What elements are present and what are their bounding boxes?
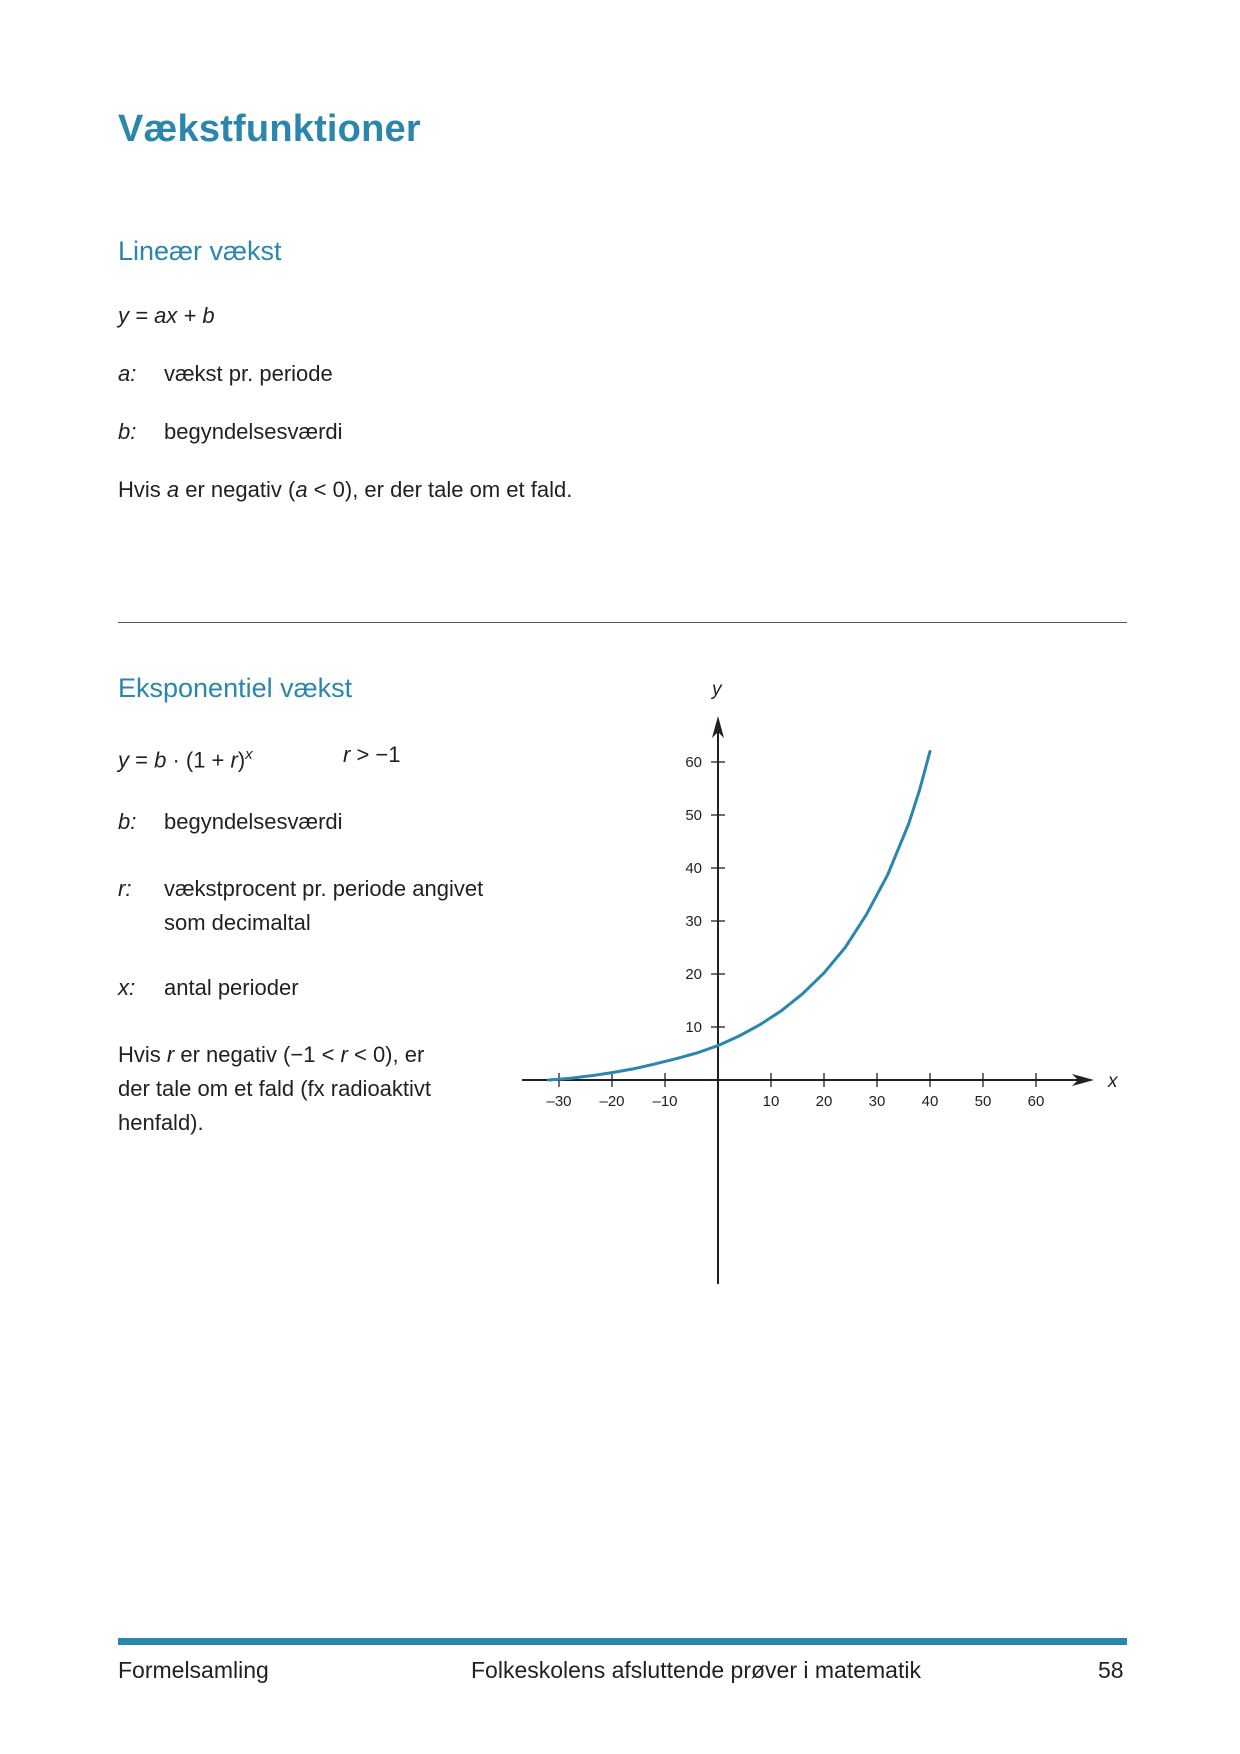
x-tick-label: –30 — [546, 1093, 571, 1110]
x-tick-label: 50 — [975, 1093, 992, 1110]
def-desc-line1: vækstprocent pr. periode angivet — [164, 876, 484, 901]
x-tick-label: 20 — [816, 1093, 833, 1110]
note-line: der tale om et fald (fx radioaktivt — [118, 1076, 432, 1101]
def-desc: vækst pr. periode — [164, 361, 333, 386]
footer-left: Formelsamling — [118, 1657, 269, 1683]
x-tick-label: 10 — [763, 1093, 780, 1110]
section-divider — [118, 622, 1127, 623]
note-text: Hvis — [118, 1042, 167, 1067]
def-term: r: — [118, 876, 132, 901]
x-tick-label: –10 — [652, 1093, 677, 1110]
y-tick-label: 20 — [685, 966, 702, 983]
def-desc: begyndelsesværdi — [164, 419, 343, 444]
footer-bar — [118, 1638, 1127, 1645]
note-var: r — [166, 1042, 175, 1067]
y-axis-label: y — [710, 679, 723, 700]
def-desc: antal perioder — [164, 975, 299, 1000]
x-tick-label: 60 — [1028, 1093, 1045, 1110]
y-tick-label: 40 — [685, 860, 702, 877]
y-axis-arrow — [712, 716, 724, 738]
note-var: a — [295, 477, 308, 502]
note-line: henfald). — [118, 1110, 204, 1135]
formula-text: ) — [237, 747, 246, 773]
exponential-condition: r > −1 — [343, 738, 400, 772]
def-term: b: — [118, 809, 137, 834]
x-tick-label: –20 — [599, 1093, 624, 1110]
note-text: < 0), er — [347, 1042, 425, 1067]
def-term: b: — [118, 419, 137, 444]
def-term: a: — [118, 361, 137, 386]
x-axis-label: x — [1107, 1071, 1119, 1092]
y-tick-label: 10 — [685, 1019, 702, 1036]
note-text: er negativ (−1 < — [174, 1042, 341, 1067]
exponential-curve — [546, 749, 932, 1082]
linear-formula-text: y = ax + b — [118, 303, 215, 328]
def-term: x: — [118, 975, 136, 1000]
exponential-formula: y = b · (1 + r)x — [118, 738, 253, 777]
x-tick-label: 30 — [869, 1093, 886, 1110]
page-title: Vækstfunktioner — [118, 108, 421, 150]
def-desc-line2: som decimaltal — [164, 910, 311, 935]
y-tick-label: 60 — [685, 754, 702, 771]
formula-var: r — [230, 747, 238, 773]
formula-var: y — [118, 747, 129, 773]
y-tick-label: 30 — [685, 913, 702, 930]
linear-heading: Lineær vækst — [118, 236, 282, 266]
formula-text: = — [129, 747, 155, 773]
condition-text: > −1 — [350, 742, 401, 767]
exponential-note: Hvis r er negativ (−1 < r < 0), er der t… — [118, 1038, 431, 1140]
formula-exponent: x — [245, 746, 253, 763]
def-desc: begyndelsesværdi — [164, 809, 343, 834]
formula-text: · (1 + — [166, 747, 231, 773]
footer-page-number: 58 — [1098, 1657, 1124, 1683]
note-var: a — [166, 477, 180, 502]
note-text: er negativ ( — [179, 477, 296, 502]
formula-var: b — [154, 747, 167, 773]
linear-note: Hvis a er negativ (a < 0), er der tale o… — [118, 473, 572, 507]
x-tick-label: 40 — [922, 1093, 939, 1110]
y-tick-label: 50 — [685, 807, 702, 824]
exponential-graph: x y –30 –20 –10 10 20 30 40 50 60 10 20 30 40 50 60 — [522, 679, 1119, 1284]
note-text: Hvis — [118, 477, 167, 502]
x-axis-arrow — [1072, 1074, 1094, 1086]
note-line: Hvis r er negativ (−1 < r < 0), er — [118, 1038, 431, 1072]
note-text: < 0), er der tale om et fald. — [307, 477, 573, 502]
linear-formula: y = ax + b — [118, 299, 215, 333]
condition-var: r — [343, 742, 351, 767]
exponential-heading: Eksponentiel vækst — [118, 673, 353, 703]
footer-center: Folkeskolens afsluttende prøver i matema… — [471, 1657, 921, 1683]
note-var: r — [340, 1042, 348, 1067]
